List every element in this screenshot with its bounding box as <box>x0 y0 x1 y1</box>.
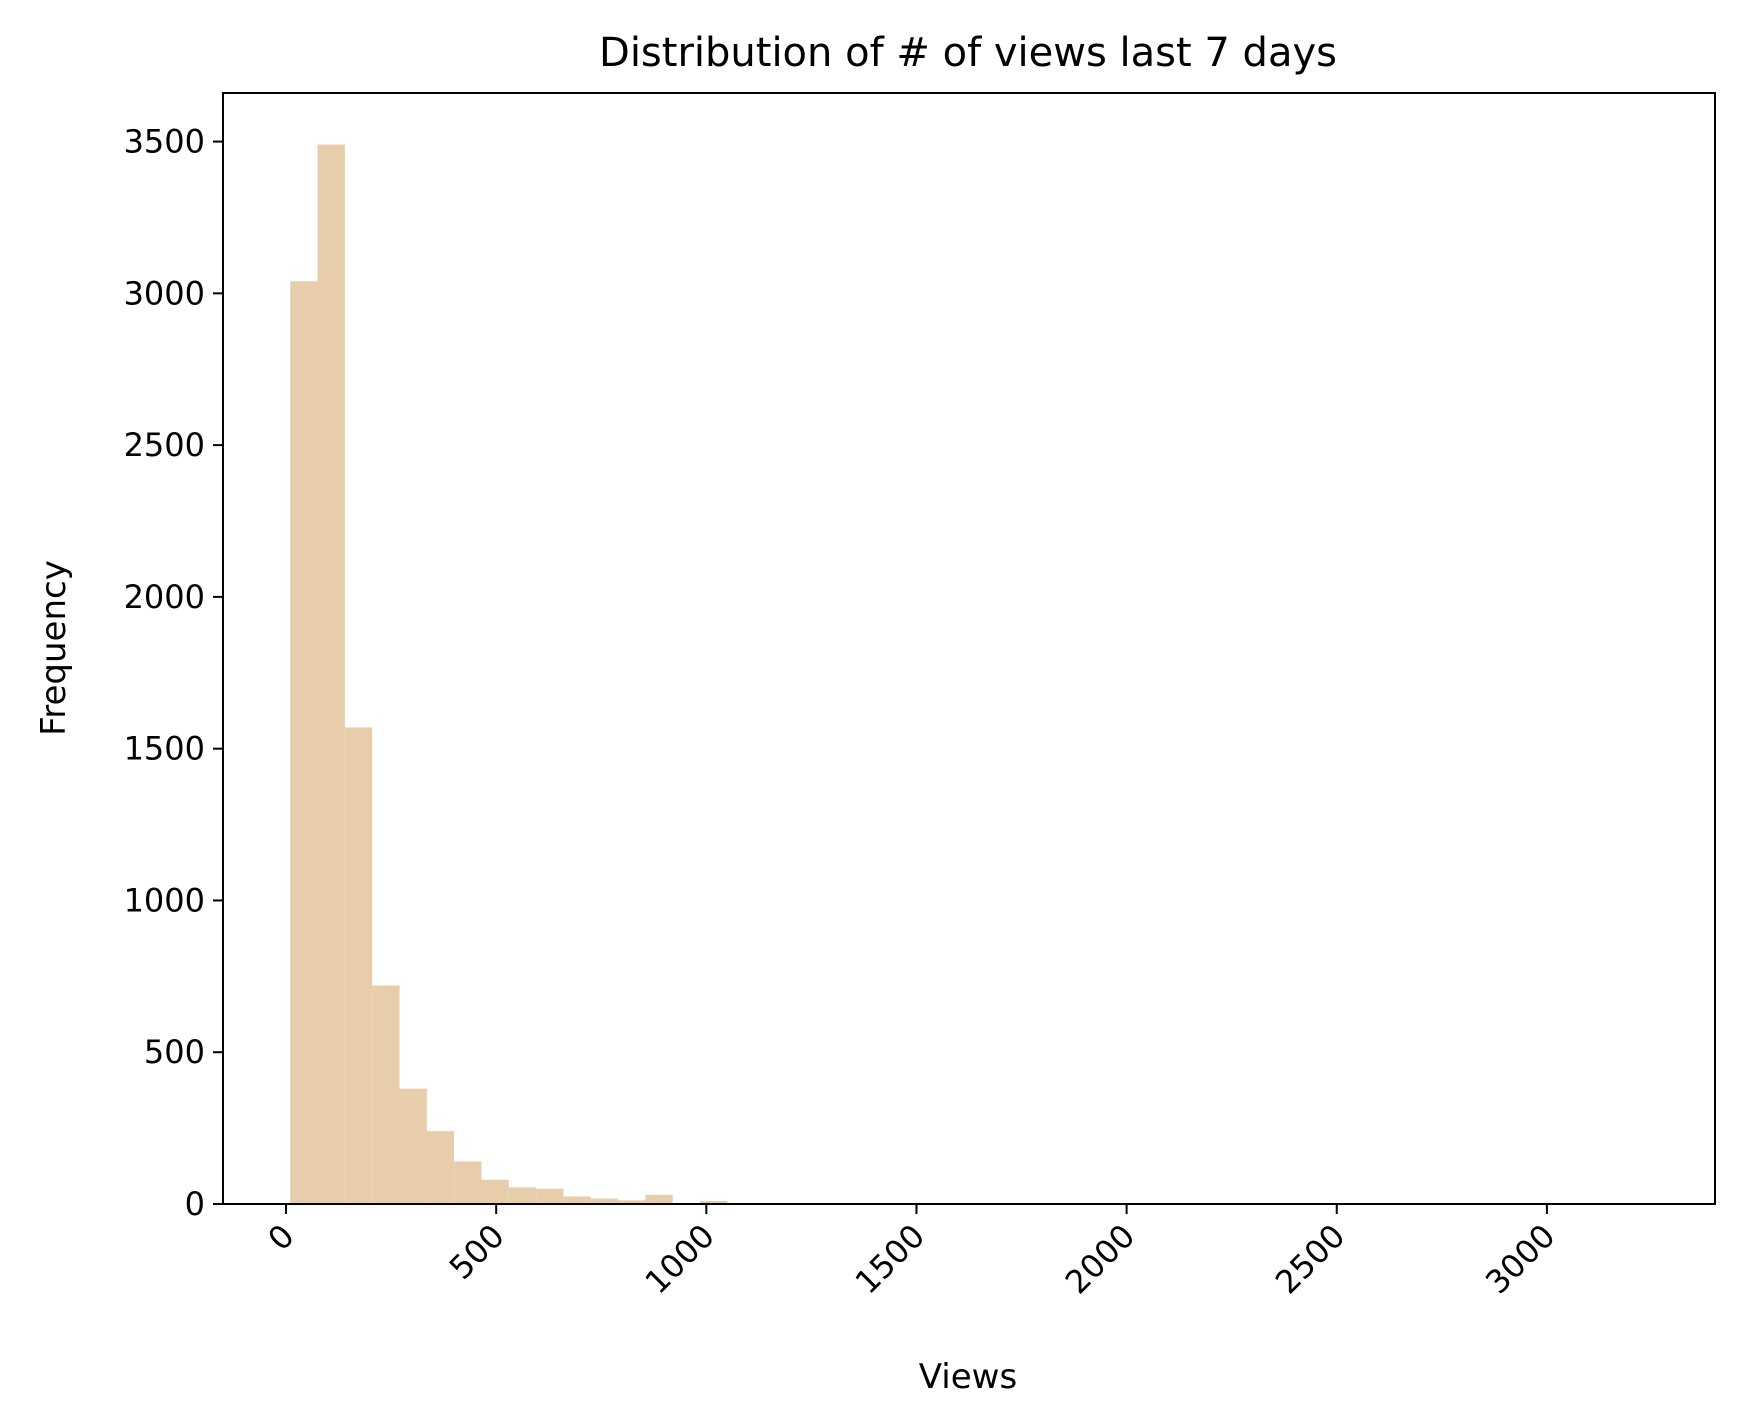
y-tick-label: 1500 <box>124 730 205 768</box>
chart-title: Distribution of # of views last 7 days <box>599 30 1337 76</box>
histogram-bar <box>563 1196 590 1204</box>
y-tick-label: 3500 <box>124 123 205 161</box>
histogram-bar <box>645 1195 672 1204</box>
y-tick-label: 500 <box>144 1033 205 1071</box>
x-axis-label: Views <box>919 1357 1017 1397</box>
y-tick-label: 2500 <box>124 426 205 464</box>
y-tick-label: 0 <box>185 1185 205 1223</box>
histogram-bar <box>454 1162 481 1205</box>
histogram-bar <box>536 1189 563 1204</box>
histogram-bar <box>400 1089 427 1204</box>
histogram-bar <box>509 1187 536 1204</box>
histogram-bar <box>372 985 399 1204</box>
y-axis-label: Frequency <box>34 560 74 736</box>
y-tick-label: 3000 <box>124 274 205 312</box>
histogram-bar <box>290 281 317 1204</box>
histogram-bar <box>318 145 345 1204</box>
histogram-bar <box>481 1180 508 1204</box>
histogram-bar <box>427 1131 454 1204</box>
histogram-bar <box>345 727 372 1204</box>
y-tick-label: 2000 <box>124 578 205 616</box>
y-tick-label: 1000 <box>124 881 205 919</box>
